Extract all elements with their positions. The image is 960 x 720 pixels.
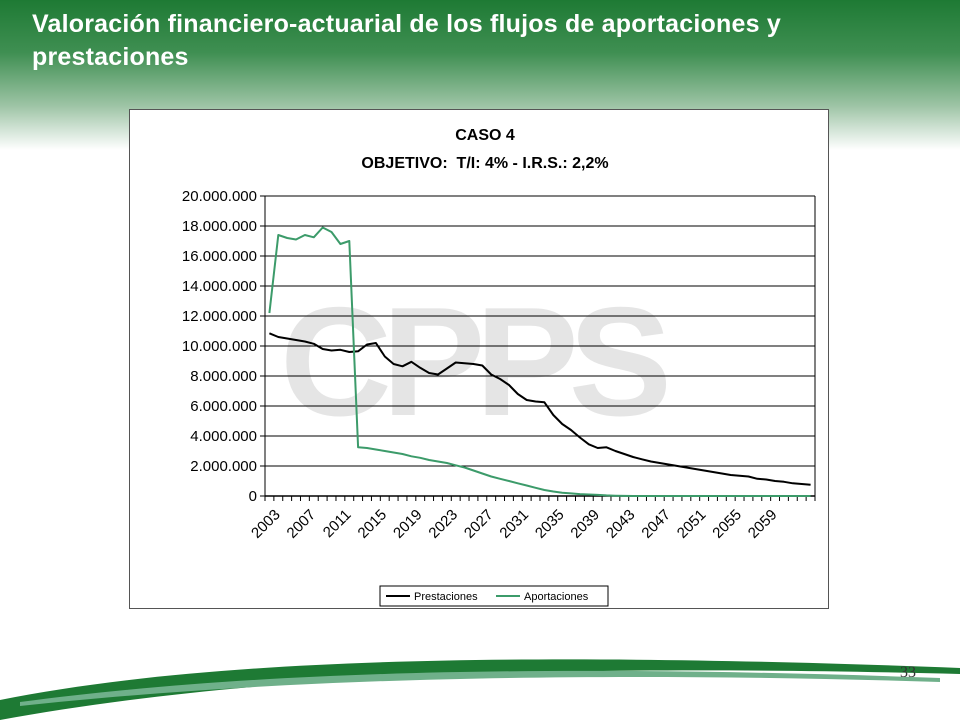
- x-tick-label: 2003: [248, 506, 284, 542]
- footer-swoosh-green: [0, 659, 960, 720]
- y-tick-label: 20.000.000: [182, 188, 257, 205]
- x-tick-label: 2031: [496, 506, 532, 542]
- y-tick-label: 0: [249, 488, 257, 505]
- watermark-logo: CPPS: [280, 275, 667, 448]
- y-tick-label: 12.000.000: [182, 308, 257, 325]
- y-tick-label: 16.000.000: [182, 248, 257, 265]
- footer-swoosh: [0, 659, 960, 720]
- series-line-prestaciones: [269, 332, 811, 486]
- x-tick-label: 2055: [709, 506, 745, 542]
- x-tick-label: 2023: [425, 506, 461, 542]
- slide-title: Valoración financiero-actuarial de los f…: [32, 10, 781, 71]
- y-tick-label: 14.000.000: [182, 278, 257, 295]
- x-tick-label: 2027: [461, 506, 497, 542]
- legend-box: [379, 585, 609, 607]
- x-tick-label: 2019: [390, 506, 426, 542]
- x-tick-label: 2043: [603, 506, 639, 542]
- y-tick-label: 6.000.000: [190, 398, 257, 415]
- footer-swoosh-light: [20, 670, 940, 706]
- x-tick-label: 2011: [320, 506, 355, 541]
- chart-subtitle: OBJETIVO: T/I: 4% - I.R.S.: 2,2%: [361, 155, 608, 172]
- x-tick-label: 2039: [567, 506, 603, 542]
- legend-label-aportaciones: Aportaciones: [524, 591, 589, 603]
- x-tick-label: 2035: [532, 506, 568, 542]
- y-tick-label: 18.000.000: [182, 218, 257, 235]
- page-number: 33: [900, 664, 916, 681]
- y-tick-label: 4.000.000: [190, 428, 257, 445]
- x-tick-label: 2051: [674, 506, 710, 542]
- series-line-aportaciones: [268, 226, 811, 497]
- y-tick-label: 2.000.000: [190, 458, 257, 475]
- y-tick-label: 8.000.000: [190, 368, 257, 385]
- chart-title: CASO 4: [455, 127, 515, 144]
- x-tick-label: 2059: [745, 506, 781, 542]
- x-tick-label: 2007: [284, 506, 320, 542]
- y-tick-label: 10.000.000: [182, 338, 257, 355]
- x-tick-label: 2047: [638, 506, 674, 542]
- legend-label-prestaciones: Prestaciones: [414, 591, 478, 603]
- chart-area: CPPS 0 2.000.000 4.000.000 6.000.000 8.000.0…: [129, 109, 829, 609]
- x-tick-label: 2015: [355, 506, 391, 542]
- line-chart: CPPS 0 2.000.000 4.000.000 6.000.000 8.000.0…: [182, 127, 816, 607]
